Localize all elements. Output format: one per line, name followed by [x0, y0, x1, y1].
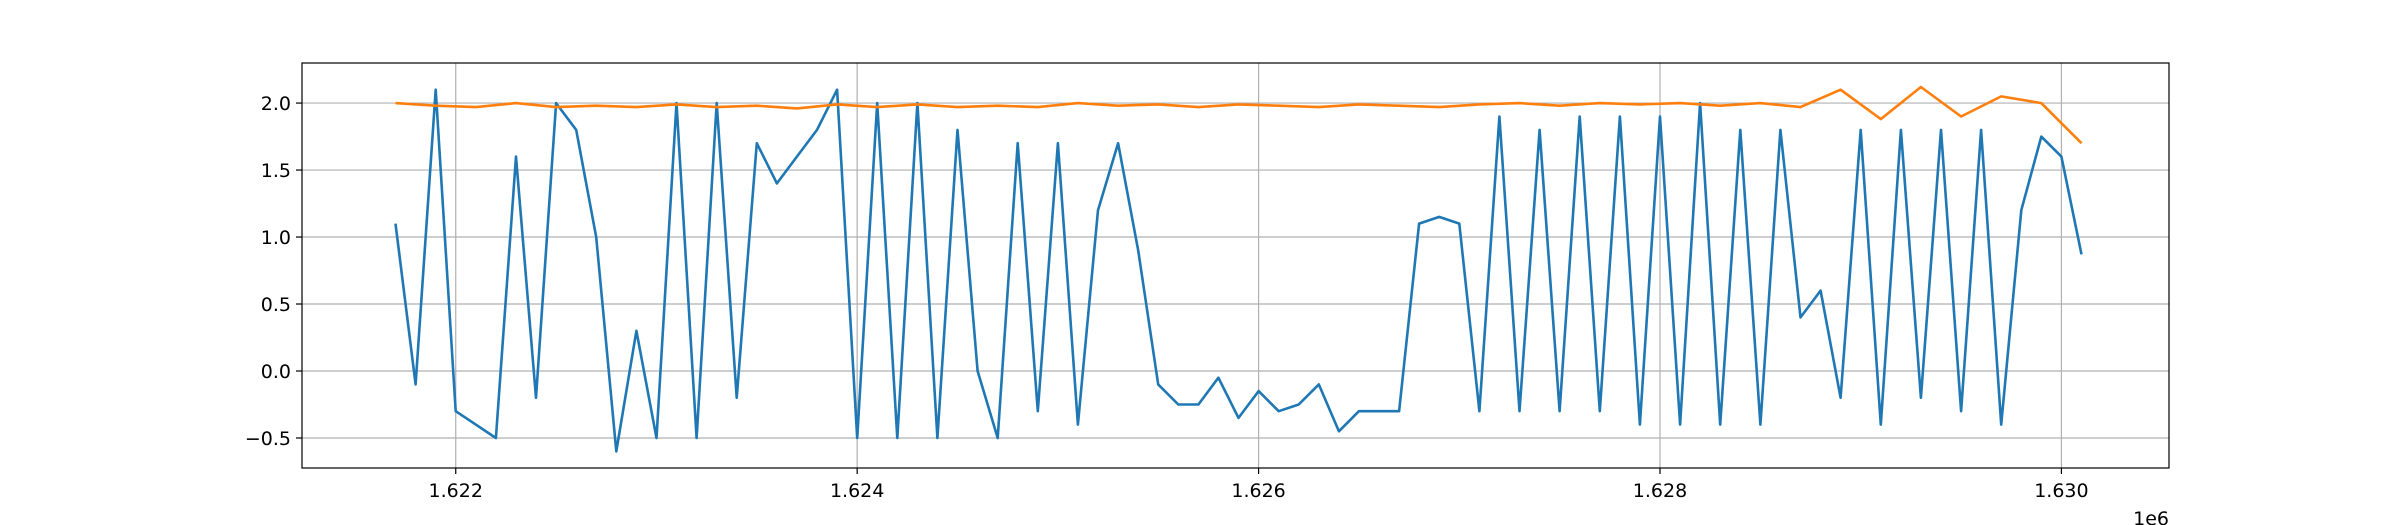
x-tick-label: 1.626 [1231, 480, 1285, 502]
x-offset-label: 1e6 [2133, 508, 2169, 525]
x-tick-label: 1.624 [830, 480, 884, 502]
x-tick-label: 1.628 [1633, 480, 1687, 502]
series-line [394, 88, 2083, 453]
plot-frame [301, 62, 2170, 469]
y-tick-label: 0.0 [261, 361, 291, 383]
y-tick-label: 1.0 [261, 227, 291, 249]
y-tick-label: 0.5 [261, 294, 291, 316]
y-tick-label: 2.0 [261, 93, 291, 115]
x-tick-label: 1.630 [2034, 480, 2088, 502]
y-tick-label: 1.5 [261, 160, 291, 182]
x-tick-label: 1.622 [429, 480, 483, 502]
series-line [395, 85, 2083, 145]
y-tick-label: −0.5 [245, 428, 291, 450]
